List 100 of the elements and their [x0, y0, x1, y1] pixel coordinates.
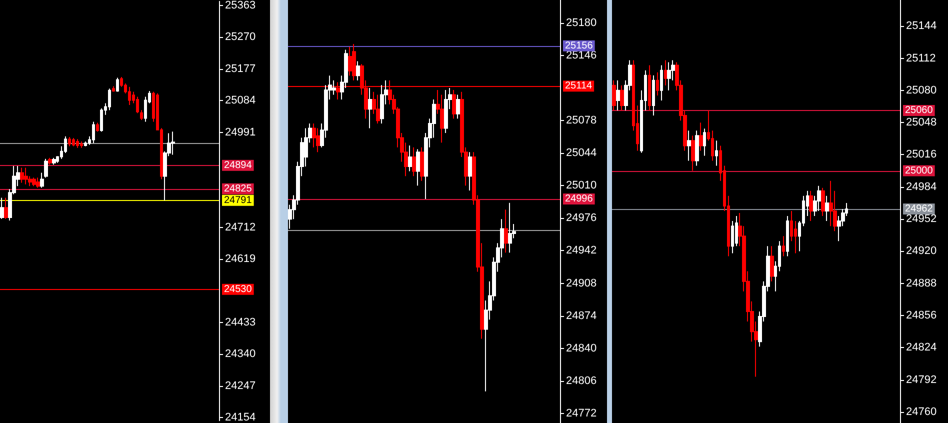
y-tick-label: 24856 — [906, 309, 937, 322]
candlestick — [48, 157, 52, 166]
candlestick — [0, 197, 4, 220]
candlestick — [612, 80, 616, 112]
y-tick-label: 25016 — [906, 148, 937, 161]
candlestick — [444, 89, 448, 134]
y-tick-label: 24247 — [225, 380, 256, 392]
y-tick-label: 25084 — [225, 94, 256, 107]
candlestick — [96, 122, 99, 132]
candlestick — [116, 77, 119, 92]
y-tick-label: 24942 — [566, 244, 597, 257]
ref-line-label: 25060 — [905, 105, 934, 116]
candlestick — [20, 167, 24, 184]
candlestick — [664, 60, 667, 86]
candlestick — [4, 197, 8, 220]
candlestick — [312, 122, 316, 148]
ref-line-label: 24894 — [224, 160, 252, 171]
y-tick-label: 24920 — [906, 245, 937, 258]
candlestick — [667, 62, 671, 91]
candlestick — [108, 88, 111, 111]
candlestick — [128, 86, 131, 106]
candlestick — [72, 138, 75, 147]
candlestick — [809, 190, 813, 222]
y-tick-label: 25363 — [225, 0, 256, 12]
ref-line-label: 24996 — [565, 194, 594, 205]
ref-line-label: 25114 — [565, 80, 593, 92]
y-tick-label: 25044 — [566, 147, 597, 160]
candlestick — [140, 110, 143, 120]
y-tick-label: 24619 — [225, 253, 256, 266]
candlestick — [36, 177, 40, 188]
ref-line-label: 25156 — [565, 40, 594, 52]
candlestick — [699, 122, 703, 152]
y-tick-label: 25180 — [566, 16, 597, 29]
candlestick — [703, 128, 706, 156]
ref-line-label: 24530 — [224, 284, 252, 295]
candlestick — [440, 94, 444, 144]
candlestick — [825, 195, 829, 222]
y-tick-label: 24874 — [566, 310, 597, 322]
y-tick-label: 25270 — [225, 31, 256, 44]
candlestick — [786, 216, 789, 257]
candlestick — [356, 60, 360, 81]
candlestick — [100, 108, 103, 132]
ref-line-label: 24962 — [905, 203, 934, 214]
candlestick — [652, 74, 655, 116]
y-tick-label: 25010 — [566, 180, 597, 192]
candlestick — [452, 89, 456, 120]
ref-line-label: 25000 — [905, 165, 934, 176]
candlestick — [408, 144, 412, 172]
y-tick-label: 24792 — [906, 374, 937, 386]
y-tick-label: 25146 — [566, 50, 597, 62]
candlestick — [112, 86, 115, 92]
y-tick-label: 24772 — [566, 407, 597, 420]
candlestick — [648, 64, 651, 112]
y-tick-label: 24984 — [906, 180, 937, 193]
candlestick — [332, 80, 336, 96]
ref-line-label: 24825 — [224, 183, 252, 194]
y-tick-label: 24154 — [225, 412, 256, 423]
candlestick — [316, 128, 320, 153]
candlestick — [76, 138, 79, 148]
y-tick-label: 24806 — [566, 374, 597, 387]
candlestick — [416, 148, 420, 186]
candlestick — [656, 72, 659, 96]
y-tick-label: 25048 — [906, 116, 937, 129]
y-tick-label: 25112 — [906, 52, 936, 64]
candlestick — [660, 64, 663, 101]
y-tick-label: 24433 — [225, 316, 256, 328]
candlestick — [770, 246, 774, 282]
candlestick — [24, 167, 28, 185]
y-tick-label: 24840 — [566, 342, 597, 354]
candlestick — [376, 94, 380, 124]
candlestick — [52, 157, 56, 166]
y-tick-label: 25078 — [566, 114, 597, 127]
candlestick — [40, 172, 44, 188]
y-tick-label: 24908 — [566, 277, 597, 290]
candlestick — [829, 180, 833, 227]
candlestick — [32, 177, 36, 187]
candlestick — [348, 46, 352, 76]
candlestick — [821, 187, 825, 217]
y-tick-label: 24340 — [225, 348, 256, 360]
candlestick — [695, 130, 699, 166]
candlestick — [44, 158, 48, 178]
candlestick — [171, 131, 175, 156]
candlestick — [504, 209, 508, 254]
candlestick — [368, 88, 372, 129]
candlestick — [456, 94, 460, 120]
candlestick — [92, 121, 95, 144]
y-tick-label: 25080 — [906, 84, 937, 96]
candlestick — [84, 140, 87, 147]
y-tick-label: 25177 — [225, 62, 256, 75]
ref-line-label: 24791 — [224, 194, 252, 206]
candlestick — [616, 80, 620, 112]
y-tick-label: 24712 — [225, 221, 256, 234]
y-tick-label: 24991 — [225, 126, 256, 138]
y-tick-label: 25144 — [906, 20, 937, 32]
y-tick-label: 24760 — [906, 406, 937, 418]
candlestick — [687, 130, 691, 162]
candlestick — [420, 146, 424, 182]
candlestick — [715, 140, 718, 166]
candlestick — [68, 136, 71, 147]
candlestick — [468, 152, 472, 191]
